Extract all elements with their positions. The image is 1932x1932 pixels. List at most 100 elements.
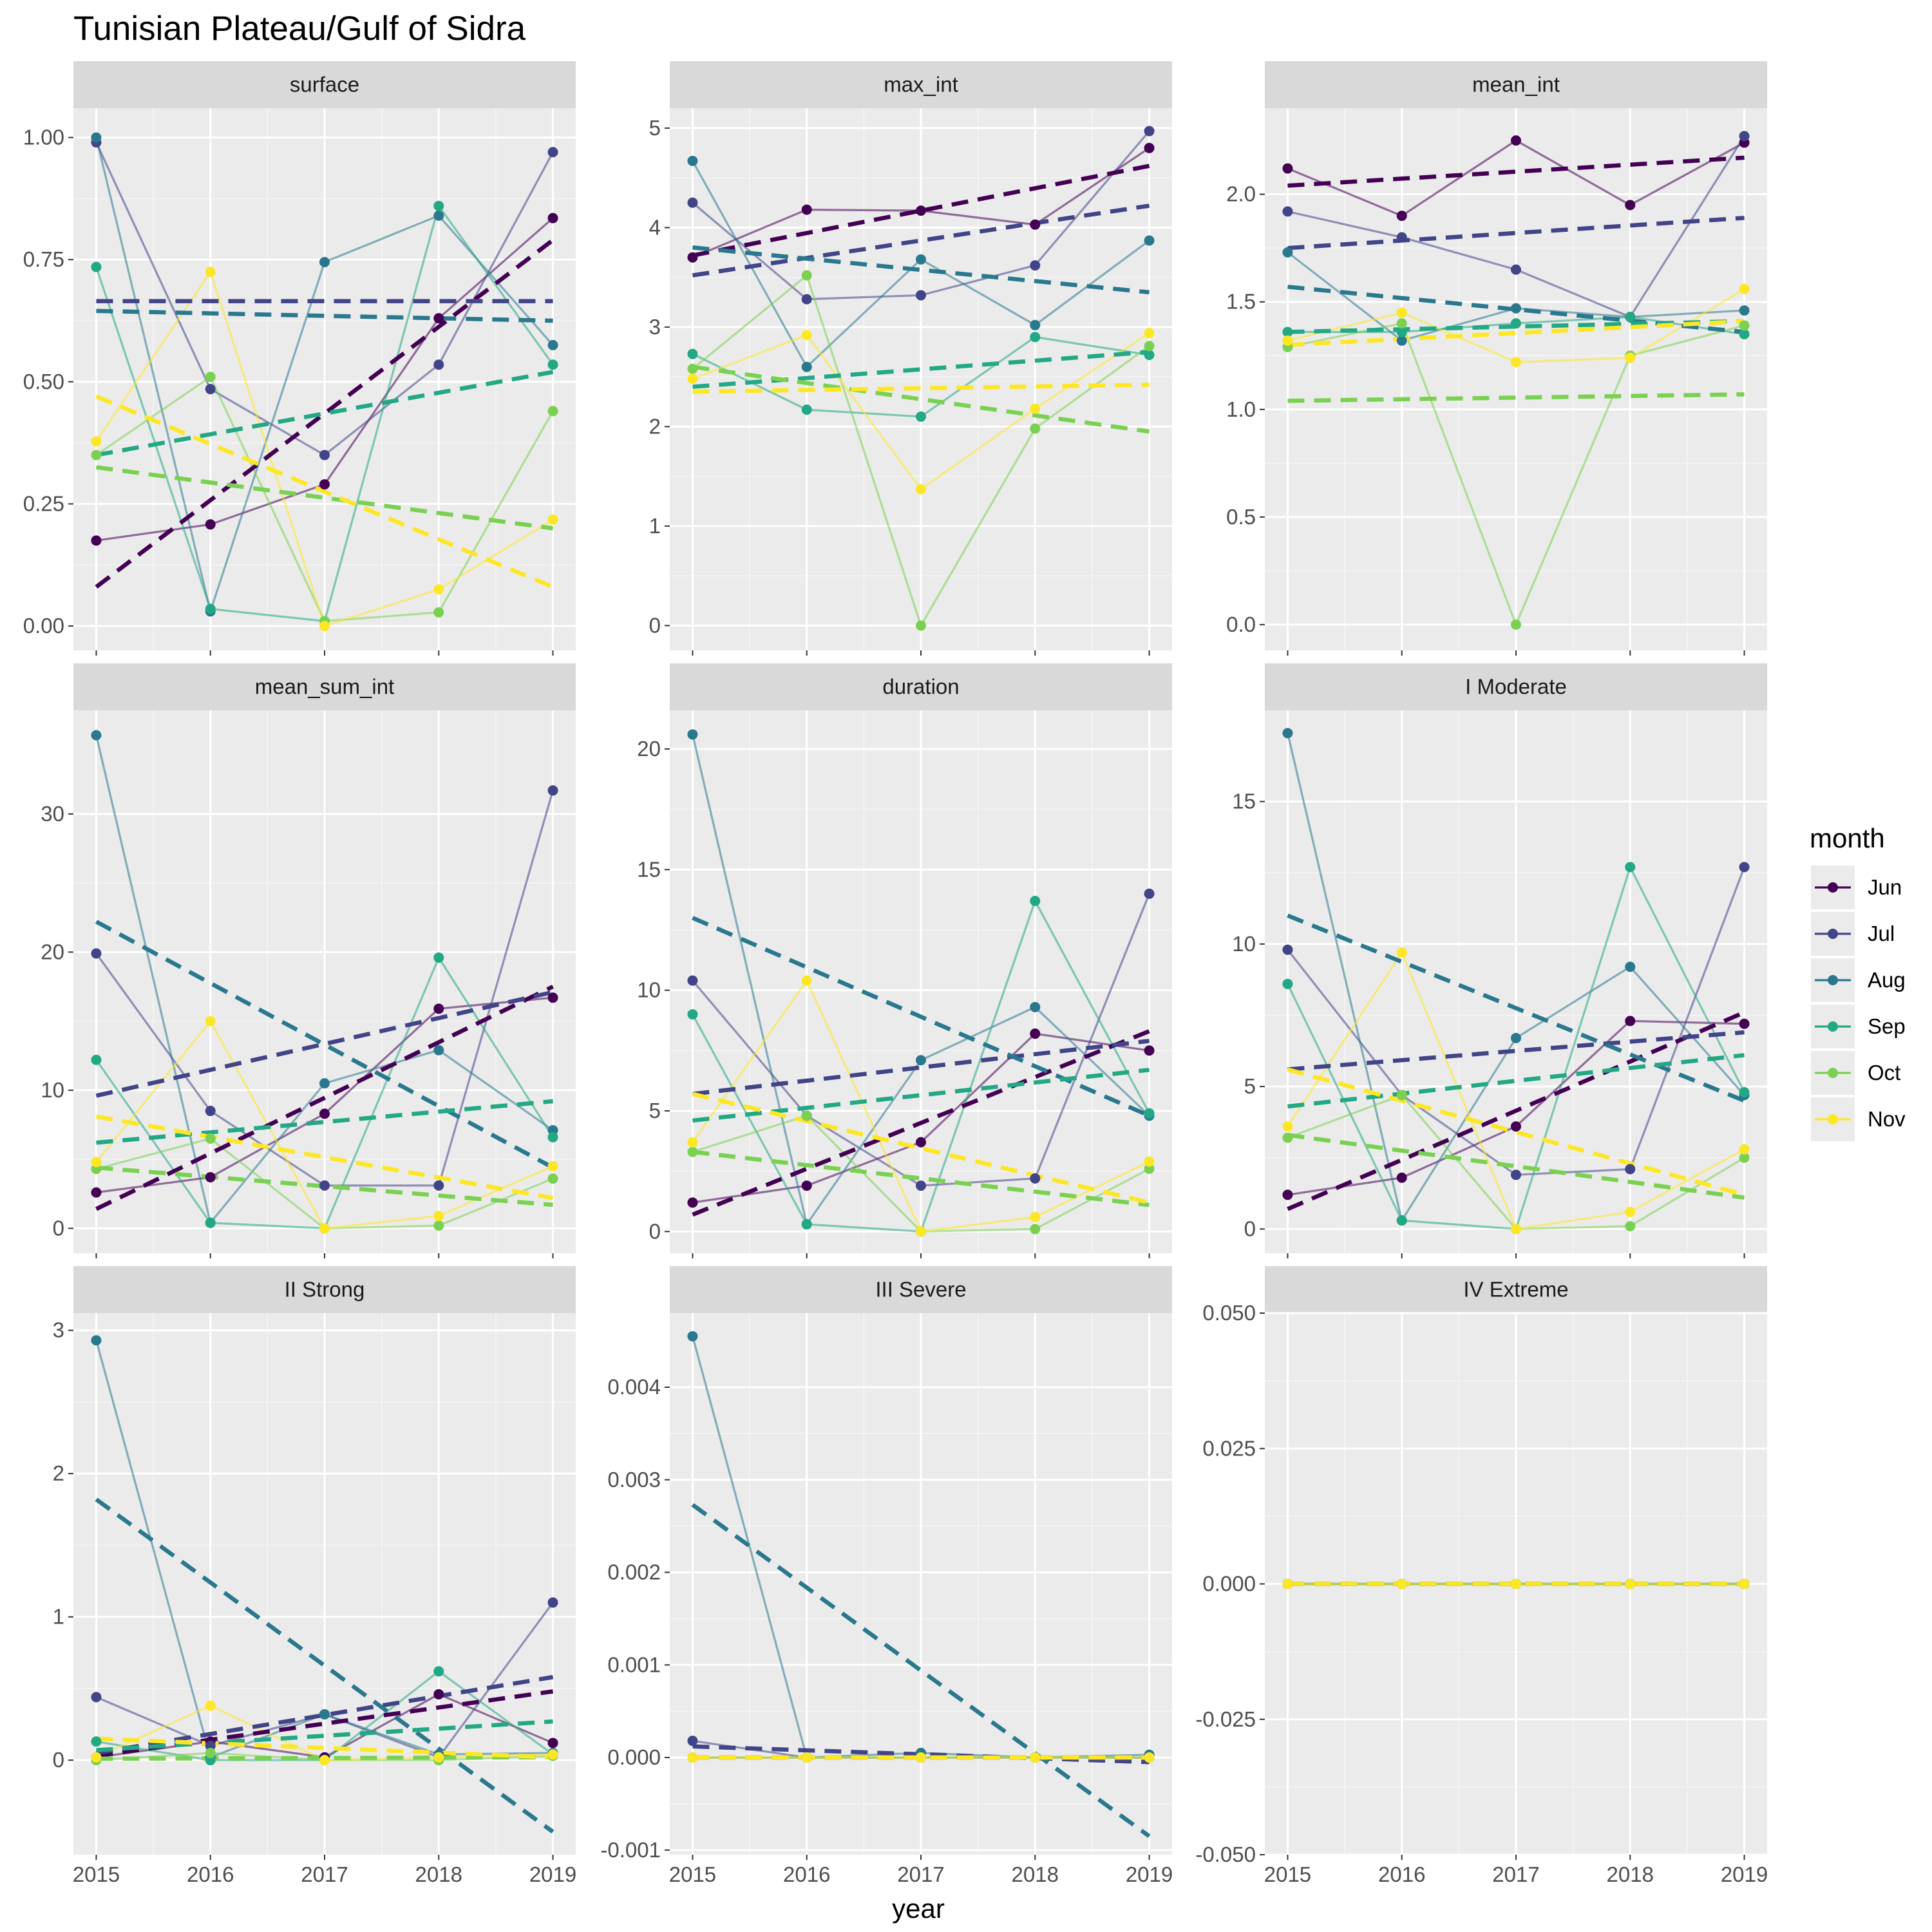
trend-line-aug: [1287, 913, 1745, 1103]
data-point-nov: [319, 621, 330, 632]
data-point-jun: [1282, 163, 1293, 174]
data-point-jul: [433, 359, 444, 370]
data-point-oct: [1030, 1224, 1041, 1235]
y-tick-label: 1: [53, 1605, 64, 1629]
data-point-jun: [801, 204, 812, 215]
trend-line-sep: [692, 350, 1150, 389]
y-tick-label: 5: [649, 116, 661, 140]
data-point-nov: [687, 374, 698, 384]
data-point-aug: [91, 1335, 102, 1346]
data-point-aug: [91, 132, 102, 143]
y-tick-label: 0.75: [23, 247, 64, 271]
data-point-sep: [1625, 312, 1636, 323]
data-point-sep: [1396, 327, 1407, 337]
data-point-aug: [319, 256, 330, 267]
y-tick-label: 15: [637, 857, 661, 881]
data-point-nov: [1625, 352, 1636, 363]
legend-item-jul: Jul: [1811, 912, 1895, 956]
data-point-sep: [433, 952, 444, 963]
trend-line-aug: [96, 308, 553, 323]
x-axis-title: year: [892, 1893, 945, 1924]
data-point-oct: [801, 270, 812, 281]
strip-mean-int: [1265, 61, 1767, 108]
data-point-aug: [1030, 319, 1041, 330]
x-tick-label: 2016: [187, 1862, 234, 1886]
data-point-aug: [687, 155, 698, 166]
data-point-jun: [1511, 1121, 1521, 1132]
data-point-sep: [1144, 1108, 1155, 1119]
trend-line-nov: [96, 1736, 553, 1759]
trend-line-oct: [96, 1165, 553, 1208]
data-point-aug: [687, 1331, 698, 1341]
strip-max-int: [670, 61, 1172, 108]
y-tick-label: 4: [649, 215, 661, 239]
y-axis: 0 10 20 30: [41, 802, 73, 1240]
trend-line-aug: [95, 1497, 554, 1834]
data-point-aug: [547, 339, 558, 350]
data-point-sep: [547, 1132, 558, 1142]
y-axis: -0.001 0.000 0.001 0.002 0.003 0.004: [600, 1375, 670, 1862]
data-point-nov: [1030, 1752, 1041, 1763]
data-point-sep: [91, 261, 102, 272]
x-axis: [1287, 650, 1745, 656]
data-point-sep: [205, 1755, 216, 1766]
x-axis: 2015 2016 2017 2018 2019: [73, 1855, 576, 1886]
data-point-jun: [547, 992, 558, 1003]
y-tick-label: 0.00: [23, 614, 64, 638]
y-axis: 0 1 2 3 4 5: [649, 116, 670, 637]
data-layer: [91, 730, 558, 1234]
y-tick-label: -0.025: [1195, 1707, 1256, 1731]
data-point-nov: [319, 1755, 330, 1766]
strip-iii-severe: [670, 1266, 1172, 1313]
strip-label: max_int: [884, 73, 958, 97]
data-point-nov: [1625, 1206, 1636, 1217]
trend-line-jun: [1287, 155, 1745, 188]
trend-line-oct: [96, 1755, 553, 1761]
data-point-jun: [205, 519, 216, 530]
trend-line-sep: [96, 1099, 553, 1145]
data-point-oct: [1282, 1132, 1293, 1143]
data-point-nov: [1625, 1578, 1636, 1589]
trend-line-jul: [692, 1039, 1150, 1096]
data-point-oct: [91, 450, 102, 460]
y-tick-label: 0.5: [1226, 505, 1256, 529]
y-tick-label: 10: [41, 1078, 64, 1102]
y-tick-label: 3: [649, 315, 661, 339]
legend-item-aug: Aug: [1811, 958, 1906, 1002]
data-point-jun: [1625, 200, 1636, 211]
data-point-jul: [205, 384, 216, 395]
data-point-jul: [916, 1180, 926, 1191]
trend-line-jun: [692, 1029, 1150, 1217]
data-point-sep: [801, 1219, 812, 1230]
x-tick-label: 2015: [1264, 1862, 1311, 1886]
data-point-nov: [547, 1160, 558, 1171]
data-point-nov: [1282, 335, 1293, 346]
x-tick-label: 2015: [669, 1862, 716, 1886]
data-point-jun: [547, 213, 558, 223]
data-point-aug: [1625, 961, 1636, 972]
data-point-nov: [1282, 1578, 1293, 1589]
data-point-jun: [91, 1187, 102, 1198]
trend-line-oct: [692, 365, 1150, 434]
trend-line-nov: [692, 383, 1150, 394]
y-tick-label: 0.50: [23, 370, 64, 393]
data-point-jul: [547, 1597, 558, 1608]
data-point-sep: [1030, 332, 1041, 343]
y-tick-label: 0: [1244, 1217, 1256, 1240]
legend-label: Oct: [1868, 1061, 1900, 1084]
x-axis: [95, 1253, 554, 1258]
y-tick-label: 20: [41, 940, 64, 963]
y-tick-label: 10: [637, 978, 661, 1002]
x-axis: [692, 1253, 1150, 1258]
data-point-sep: [687, 348, 698, 359]
y-tick-label: 0.25: [23, 491, 64, 515]
y-axis: 0 5 10 15 20: [637, 737, 670, 1243]
trend-line-sep: [692, 1068, 1150, 1123]
trend-line-oct: [96, 465, 553, 531]
y-tick-label: 0: [649, 1219, 661, 1243]
data-point-nov: [916, 484, 926, 495]
data-point-nov: [91, 1752, 102, 1763]
y-tick-label: 1: [649, 514, 661, 538]
data-point-jul: [1625, 1164, 1636, 1175]
legend-keys: Jun Jul Aug Sep Oct Nov: [1811, 866, 1906, 1141]
